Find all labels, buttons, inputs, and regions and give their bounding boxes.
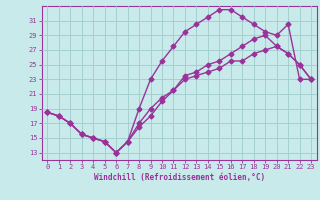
X-axis label: Windchill (Refroidissement éolien,°C): Windchill (Refroidissement éolien,°C) [94,173,265,182]
